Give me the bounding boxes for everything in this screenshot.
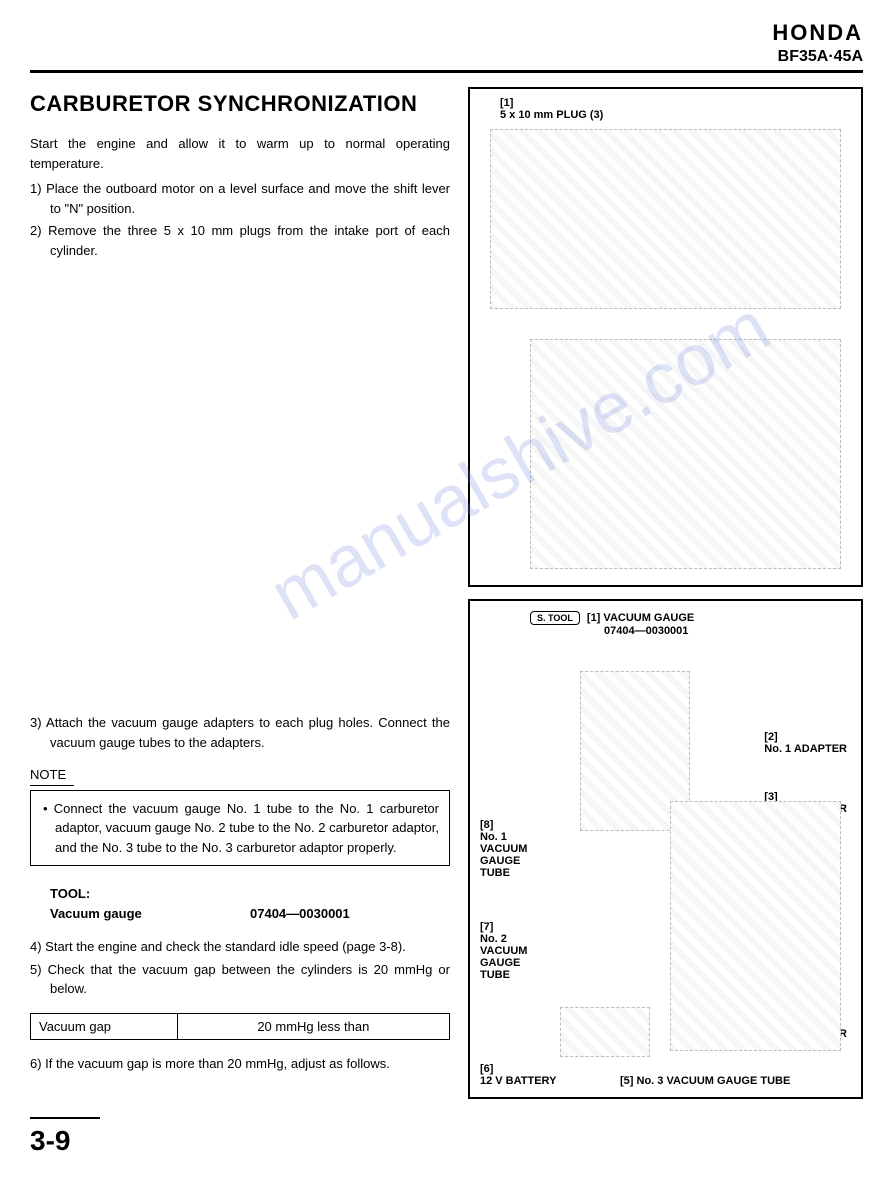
steps-block-c: 4) Start the engine and check the standa…	[30, 937, 450, 999]
header-rule	[30, 70, 863, 73]
figure-2: S. TOOL [1] VACUUM GAUGE 07404—0030001 […	[468, 599, 863, 1099]
callout-ref: [1]	[587, 612, 600, 624]
note-box: • Connect the vacuum gauge No. 1 tube to…	[30, 790, 450, 867]
callout-text: VACUUM GAUGE	[603, 612, 694, 624]
callout-ref: [2]	[764, 731, 777, 743]
figure2-callout-7: [7] No. 2 VACUUM GAUGE TUBE	[480, 921, 540, 981]
figure-column: [1] 5 x 10 mm PLUG (3) S. TOOL [1] VACUU…	[468, 87, 863, 1099]
table-row: Vacuum gap 20 mmHg less than	[31, 1013, 450, 1040]
step-item: 3) Attach the vacuum gauge adapters to e…	[30, 713, 450, 752]
figure2-callout-6: [6] 12 V BATTERY	[480, 1063, 556, 1087]
table-cell-value: 20 mmHg less than	[177, 1013, 449, 1040]
callout-ref: [6]	[480, 1063, 493, 1075]
callout-ref: [1]	[500, 97, 513, 109]
callout-text: No. 2 VACUUM GAUGE TUBE	[480, 933, 540, 981]
step-item: 5) Check that the vacuum gap between the…	[30, 960, 450, 999]
callout-partnum: 07404—0030001	[604, 625, 688, 637]
step-item: 2) Remove the three 5 x 10 mm plugs from…	[30, 221, 450, 260]
page-header: HONDA BF35A·45A	[30, 20, 863, 66]
section-title: CARBURETOR SYNCHRONIZATION	[30, 87, 450, 120]
steps-block-a: 1) Place the outboard motor on a level s…	[30, 179, 450, 260]
step-item: 6) If the vacuum gap is more than 20 mmH…	[30, 1054, 450, 1074]
callout-text: No. 1 VACUUM GAUGE TUBE	[480, 831, 540, 879]
engine-placeholder	[670, 801, 841, 1051]
tool-name: Vacuum gauge	[50, 904, 250, 924]
text-column: CARBURETOR SYNCHRONIZATION Start the eng…	[30, 87, 450, 1099]
battery-placeholder	[560, 1007, 650, 1057]
figure2-callout-8: [8] No. 1 VACUUM GAUGE TUBE	[480, 819, 540, 879]
callout-ref: [5]	[620, 1075, 633, 1087]
callout-text: 12 V BATTERY	[480, 1075, 556, 1087]
table-cell-label: Vacuum gap	[31, 1013, 178, 1040]
page-number: 3-9	[30, 1117, 100, 1157]
figure2-callout-2: [2] No. 1 ADAPTER	[764, 731, 847, 755]
callout-text: 5 x 10 mm PLUG (3)	[500, 109, 603, 121]
tool-label: TOOL:	[50, 884, 450, 904]
figure-1: [1] 5 x 10 mm PLUG (3)	[468, 87, 863, 587]
callout-ref: [7]	[480, 921, 493, 933]
figure2-callout-5: [5] No. 3 VACUUM GAUGE TUBE	[620, 1075, 790, 1087]
step-item: 1) Place the outboard motor on a level s…	[30, 179, 450, 218]
step-item: 4) Start the engine and check the standa…	[30, 937, 450, 957]
steps-block-d: 6) If the vacuum gap is more than 20 mmH…	[30, 1054, 450, 1074]
callout-ref: [8]	[480, 819, 493, 831]
page-content: CARBURETOR SYNCHRONIZATION Start the eng…	[30, 87, 863, 1099]
stool-badge: S. TOOL	[530, 611, 580, 625]
tool-number: 07404—0030001	[250, 904, 350, 924]
diagram-placeholder	[530, 339, 841, 569]
note-bullet: • Connect the vacuum gauge No. 1 tube to…	[41, 799, 439, 858]
callout-text: No. 3 VACUUM GAUGE TUBE	[637, 1075, 791, 1087]
note-label: NOTE	[30, 765, 74, 786]
tool-block: TOOL: Vacuum gauge 07404—0030001	[50, 884, 450, 923]
diagram-placeholder	[490, 129, 841, 309]
layout-spacer	[30, 263, 450, 713]
brand-logo: HONDA	[30, 20, 863, 46]
tool-row: Vacuum gauge 07404—0030001	[50, 904, 450, 924]
steps-block-b: 3) Attach the vacuum gauge adapters to e…	[30, 713, 450, 752]
model-label: BF35A·45A	[30, 48, 863, 66]
figure1-callout: [1] 5 x 10 mm PLUG (3)	[500, 97, 603, 121]
note-text: Connect the vacuum gauge No. 1 tube to t…	[54, 801, 439, 855]
callout-text: No. 1 ADAPTER	[764, 743, 847, 755]
figure2-callout-1: S. TOOL [1] VACUUM GAUGE 07404—0030001	[530, 611, 694, 637]
intro-text: Start the engine and allow it to warm up…	[30, 134, 450, 173]
vacuum-gap-table: Vacuum gap 20 mmHg less than	[30, 1013, 450, 1041]
